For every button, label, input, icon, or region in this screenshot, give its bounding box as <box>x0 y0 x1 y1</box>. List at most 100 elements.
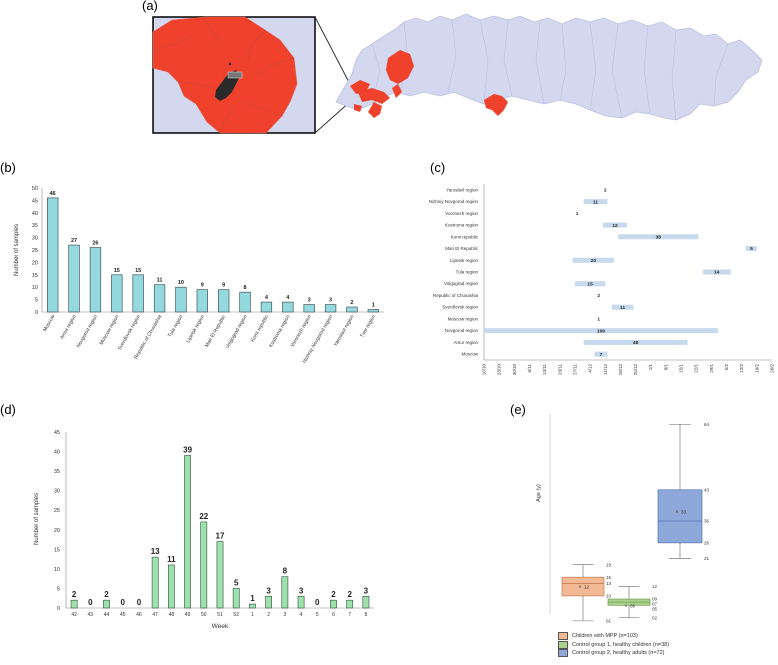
panel-label-a: (a) <box>142 0 158 13</box>
bar <box>151 556 159 609</box>
data-label: 10 <box>178 280 184 286</box>
range-bar <box>746 246 757 252</box>
x-tick-label: 50 <box>201 612 207 618</box>
bar <box>324 304 337 313</box>
row-label: Kostroma region <box>445 223 479 228</box>
bar <box>282 301 294 313</box>
x-tick-label: Volgograd region <box>225 314 249 350</box>
value-label: 43 <box>704 487 710 492</box>
highlight-komi <box>386 50 414 84</box>
data-label: 11 <box>157 278 163 284</box>
x-axis-label: Week <box>212 623 229 630</box>
bar <box>297 595 305 609</box>
row-label: Moscow <box>461 352 478 357</box>
y-tick-label: 0 <box>35 310 38 316</box>
mean-label: 33 <box>681 510 687 515</box>
chart-e: Age (y)×191513121001×120907060502×644336… <box>536 414 710 623</box>
x-tick-label: 13/11 <box>542 364 547 375</box>
y-tick-label: 10 <box>32 285 38 291</box>
data-label: 15 <box>135 268 141 274</box>
x-tick-label: 16/10 <box>482 364 487 376</box>
data-label: 2 <box>604 188 607 194</box>
data-label: 27 <box>71 238 77 244</box>
data-label: 5 <box>750 246 753 252</box>
value-label: 01 <box>606 618 612 623</box>
data-label: 9 <box>201 283 204 289</box>
panel-label-c: (c) <box>430 160 446 175</box>
x-tick-label: Mari El Republic <box>204 314 228 349</box>
bar <box>103 599 110 609</box>
bar <box>70 599 78 609</box>
value-label: 13 <box>606 581 612 586</box>
x-tick-label: 6 <box>332 612 335 618</box>
region-map <box>152 13 763 134</box>
bar <box>175 286 187 313</box>
range-bar <box>603 222 627 228</box>
range-bar <box>618 234 699 240</box>
y-tick-label: 20 <box>32 260 38 266</box>
bar <box>362 595 370 609</box>
row-label: Amur region <box>453 340 478 345</box>
data-label: 8 <box>283 567 288 576</box>
x-tick-label: 47 <box>152 612 158 618</box>
x-tick-label: Moscow <box>42 314 57 333</box>
data-label: 3 <box>364 586 369 595</box>
bar <box>153 284 166 313</box>
range-bar <box>594 351 608 357</box>
data-label: 12 <box>612 223 618 229</box>
x-tick-label: 5 <box>316 612 319 618</box>
y-tick-label: 35 <box>32 223 38 229</box>
y-tick-label: 5 <box>57 586 60 592</box>
data-label: 0 <box>88 598 93 607</box>
bar <box>303 304 315 313</box>
x-tick-label: Tver region <box>359 314 377 339</box>
data-label: 15 <box>114 268 120 274</box>
row-label: Nizhniy Novgorod region <box>429 199 479 204</box>
data-label: 22 <box>199 512 208 521</box>
highlight-volga <box>368 102 382 118</box>
range-bar <box>583 199 608 205</box>
range-bar <box>702 269 731 275</box>
legend-item-control2: Control group 2, healthy adults (n=72) <box>558 649 669 658</box>
data-label: 13 <box>151 547 160 556</box>
value-label: 15 <box>606 575 612 580</box>
data-label: 11 <box>593 199 598 205</box>
y-tick-label: 35 <box>54 469 60 475</box>
data-label: 3 <box>299 586 304 595</box>
legend-label: Control group 1, healthy children (n=38) <box>572 641 670 648</box>
range-bar <box>583 339 688 345</box>
data-label: 2 <box>104 590 109 599</box>
value-label: 12 <box>652 584 658 589</box>
x-tick-label: 30/10 <box>512 364 517 376</box>
bar <box>346 306 358 313</box>
data-label: 109 <box>597 328 605 334</box>
box <box>561 576 605 597</box>
value-label: 02 <box>652 615 658 620</box>
bar <box>200 521 208 609</box>
legend-swatch <box>558 649 568 658</box>
data-label: 11 <box>167 555 176 564</box>
mean-label: 06 <box>630 603 636 608</box>
inset-connector-top <box>314 16 353 89</box>
data-label: 8 <box>244 285 247 291</box>
data-label: 11 <box>620 305 625 311</box>
row-label: Sverdlovsk region <box>442 305 478 310</box>
box-2: × 64 43 36 33 26 21 <box>657 422 710 561</box>
mean-marker: × <box>625 603 628 609</box>
mean-marker: × <box>676 510 679 516</box>
y-tick-label: 40 <box>32 211 38 217</box>
y-tick-label: 45 <box>54 430 60 436</box>
bar <box>346 599 354 609</box>
bar <box>330 599 337 609</box>
x-tick-label: 18/12 <box>618 364 623 376</box>
x-tick-label: 20/11 <box>557 364 562 375</box>
bar <box>196 289 208 313</box>
value-label: 09 <box>652 597 658 602</box>
x-tick-label: 26/2 <box>770 364 775 373</box>
panel-label-d: (d) <box>0 402 16 417</box>
highlight-central <box>358 88 390 104</box>
box <box>657 489 703 544</box>
data-label: 26 <box>92 241 98 247</box>
y-tick-label: 0 <box>57 606 60 612</box>
bar <box>218 289 230 313</box>
